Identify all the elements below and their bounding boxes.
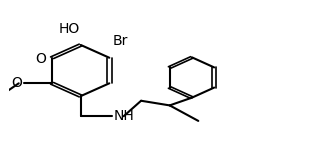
Text: HO: HO	[59, 22, 80, 36]
Text: O: O	[11, 76, 22, 90]
Text: O: O	[35, 52, 46, 66]
Text: Br: Br	[112, 34, 128, 48]
Text: NH: NH	[114, 109, 135, 123]
